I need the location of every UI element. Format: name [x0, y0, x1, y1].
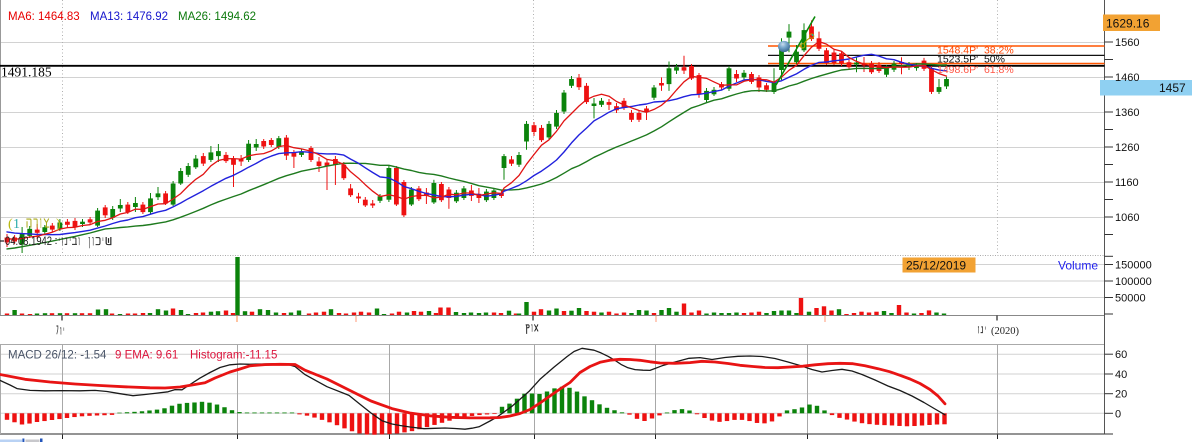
svg-text:(2020): (2020)	[991, 326, 1019, 337]
svg-text:9 EMA: 9.61: 9 EMA: 9.61	[115, 350, 178, 362]
svg-text:1: 1	[13, 217, 20, 232]
svg-text:0: 0	[1115, 408, 1121, 420]
svg-text:40: 40	[1115, 369, 1127, 381]
svg-text:Histogram:-11.15: Histogram:-11.15	[190, 350, 277, 362]
svg-text:1457: 1457	[1159, 81, 1186, 95]
svg-text:1491.185: 1491.185	[1, 65, 52, 80]
svg-text:60: 60	[1115, 349, 1127, 361]
svg-text:1560: 1560	[1115, 37, 1139, 49]
svg-text:(: (	[8, 217, 13, 232]
svg-text:1498.6P' 61.8%: 1498.6P' 61.8%	[937, 64, 1014, 76]
svg-text:1160: 1160	[1115, 177, 1139, 189]
svg-text:04.08.1942: 04.08.1942	[5, 236, 52, 248]
svg-text:MA13: 1476.92: MA13: 1476.92	[90, 11, 168, 23]
svg-text:): )	[56, 217, 61, 232]
svg-text:100000: 100000	[1115, 276, 1152, 288]
svg-text:1548.4P' 38.2%: 1548.4P' 38.2%	[937, 45, 1014, 57]
svg-text:1360: 1360	[1115, 107, 1139, 119]
svg-text:MACD 26/12: -1.54: MACD 26/12: -1.54	[8, 350, 107, 362]
svg-text:1523.5P' 50%: 1523.5P' 50%	[937, 54, 1005, 66]
svg-text:1260: 1260	[1115, 142, 1139, 154]
svg-text:Volume: Volume	[1058, 259, 1098, 273]
svg-text:1460: 1460	[1115, 72, 1139, 84]
svg-text:MA26: 1494.62: MA26: 1494.62	[178, 11, 256, 23]
svg-text:1060: 1060	[1115, 212, 1139, 224]
svg-text:50000: 50000	[1115, 293, 1146, 305]
svg-text:25/12/2019: 25/12/2019	[906, 259, 966, 273]
svg-text:20: 20	[1115, 389, 1127, 401]
svg-text:MA6: 1464.83: MA6: 1464.83	[8, 11, 80, 23]
svg-text:150000: 150000	[1115, 260, 1152, 272]
svg-text:1629.16: 1629.16	[1106, 17, 1150, 31]
svg-text::: :	[55, 235, 58, 247]
